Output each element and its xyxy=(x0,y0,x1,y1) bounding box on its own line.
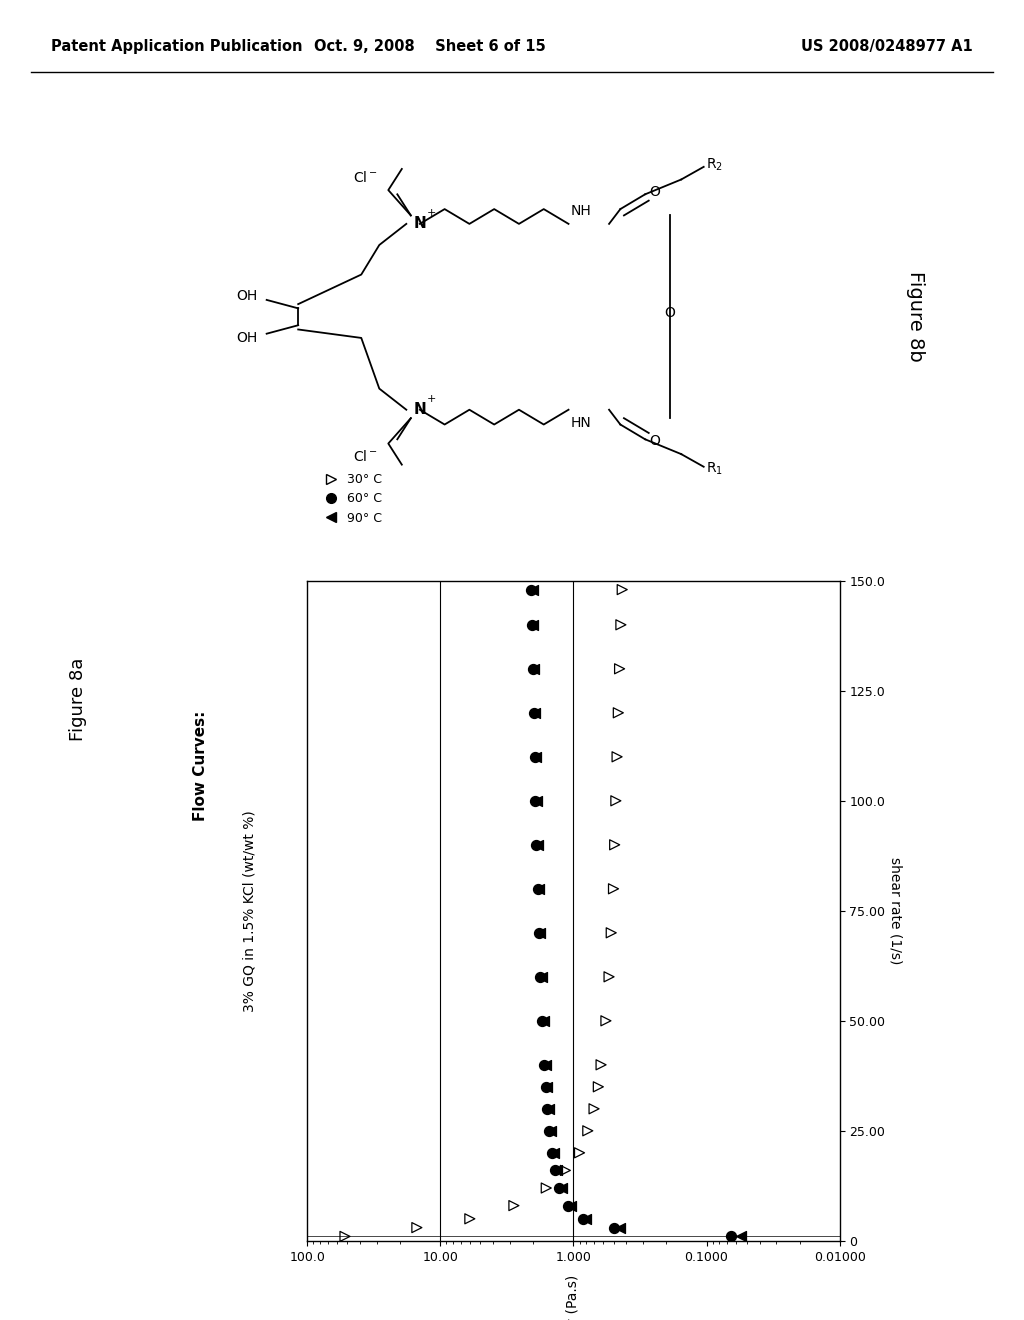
Point xyxy=(614,579,631,601)
Point xyxy=(530,923,547,944)
Point xyxy=(526,659,543,680)
Text: Figure 8b: Figure 8b xyxy=(906,272,925,362)
Point xyxy=(579,1208,595,1229)
Point xyxy=(536,1055,552,1076)
Point xyxy=(462,1208,478,1229)
Point xyxy=(409,1217,425,1238)
Point xyxy=(560,1195,577,1216)
Point xyxy=(536,1010,552,1031)
Text: R$_2$: R$_2$ xyxy=(706,157,723,173)
Point xyxy=(609,746,626,767)
Point xyxy=(557,1160,573,1181)
Text: +: + xyxy=(426,209,436,218)
Point xyxy=(723,1226,739,1247)
Point xyxy=(607,791,624,812)
Text: 3% GQ in 1.5% KCl (wt/wt %): 3% GQ in 1.5% KCl (wt/wt %) xyxy=(243,810,257,1011)
Text: Patent Application Publication: Patent Application Publication xyxy=(51,38,303,54)
Text: Cl$^-$: Cl$^-$ xyxy=(353,170,378,185)
Point xyxy=(606,834,623,855)
Point xyxy=(540,1076,556,1097)
Point xyxy=(527,702,544,723)
Point xyxy=(538,1076,554,1097)
Text: OH: OH xyxy=(237,331,258,345)
Text: +: + xyxy=(426,395,436,404)
Text: N: N xyxy=(414,403,426,417)
Text: Oct. 9, 2008    Sheet 6 of 15: Oct. 9, 2008 Sheet 6 of 15 xyxy=(314,38,546,54)
Point xyxy=(605,1217,622,1238)
Point xyxy=(562,1195,579,1216)
Point xyxy=(527,746,544,767)
Point xyxy=(574,1208,591,1229)
Point xyxy=(534,966,550,987)
Text: OH: OH xyxy=(237,289,258,302)
Point xyxy=(541,1121,557,1142)
Point xyxy=(538,1055,554,1076)
Text: O: O xyxy=(665,305,676,319)
Point xyxy=(538,1177,554,1199)
Point xyxy=(534,1010,550,1031)
Point xyxy=(546,1142,562,1163)
Point xyxy=(590,1076,606,1097)
Point xyxy=(733,1226,750,1247)
Point xyxy=(612,614,629,635)
Point xyxy=(525,702,542,723)
Point xyxy=(531,878,548,899)
Point xyxy=(539,1098,555,1119)
Point xyxy=(337,1226,353,1247)
Point xyxy=(611,659,628,680)
Point xyxy=(605,878,622,899)
Text: Flow Curves:: Flow Curves: xyxy=(194,710,208,821)
Point xyxy=(528,834,545,855)
Text: N: N xyxy=(414,216,426,231)
Point xyxy=(593,1055,609,1076)
Point xyxy=(527,791,544,812)
Point xyxy=(526,746,543,767)
Point xyxy=(586,1098,602,1119)
Point xyxy=(598,1010,614,1031)
Point xyxy=(543,1121,559,1142)
Text: Cl$^-$: Cl$^-$ xyxy=(353,449,378,463)
Point xyxy=(524,659,541,680)
Point xyxy=(544,1142,560,1163)
Text: O: O xyxy=(649,185,660,199)
Point xyxy=(532,966,549,987)
X-axis label: viscosity (Pa.s): viscosity (Pa.s) xyxy=(566,1275,581,1320)
Point xyxy=(524,579,541,601)
Point xyxy=(528,791,545,812)
Point xyxy=(571,1142,588,1163)
Point xyxy=(601,966,617,987)
Point xyxy=(541,1098,557,1119)
Text: HN: HN xyxy=(570,416,592,430)
Point xyxy=(532,923,549,944)
Point xyxy=(529,878,546,899)
Point xyxy=(611,1217,628,1238)
Point xyxy=(506,1195,522,1216)
Text: R$_1$: R$_1$ xyxy=(706,461,723,477)
Point xyxy=(525,614,542,635)
Text: NH: NH xyxy=(570,203,592,218)
Point xyxy=(549,1160,565,1181)
Point xyxy=(580,1121,596,1142)
Text: Figure 8a: Figure 8a xyxy=(69,657,87,742)
Point xyxy=(603,923,620,944)
Point xyxy=(610,702,627,723)
Point xyxy=(554,1177,570,1199)
Point xyxy=(551,1177,567,1199)
Point xyxy=(523,579,540,601)
Text: O: O xyxy=(649,434,660,449)
Point xyxy=(547,1160,563,1181)
Point xyxy=(523,614,540,635)
Legend: 30° C, 60° C, 90° C: 30° C, 60° C, 90° C xyxy=(313,469,387,529)
Text: US 2008/0248977 A1: US 2008/0248977 A1 xyxy=(801,38,973,54)
Y-axis label: shear rate (1/s): shear rate (1/s) xyxy=(888,857,902,965)
Point xyxy=(529,834,546,855)
